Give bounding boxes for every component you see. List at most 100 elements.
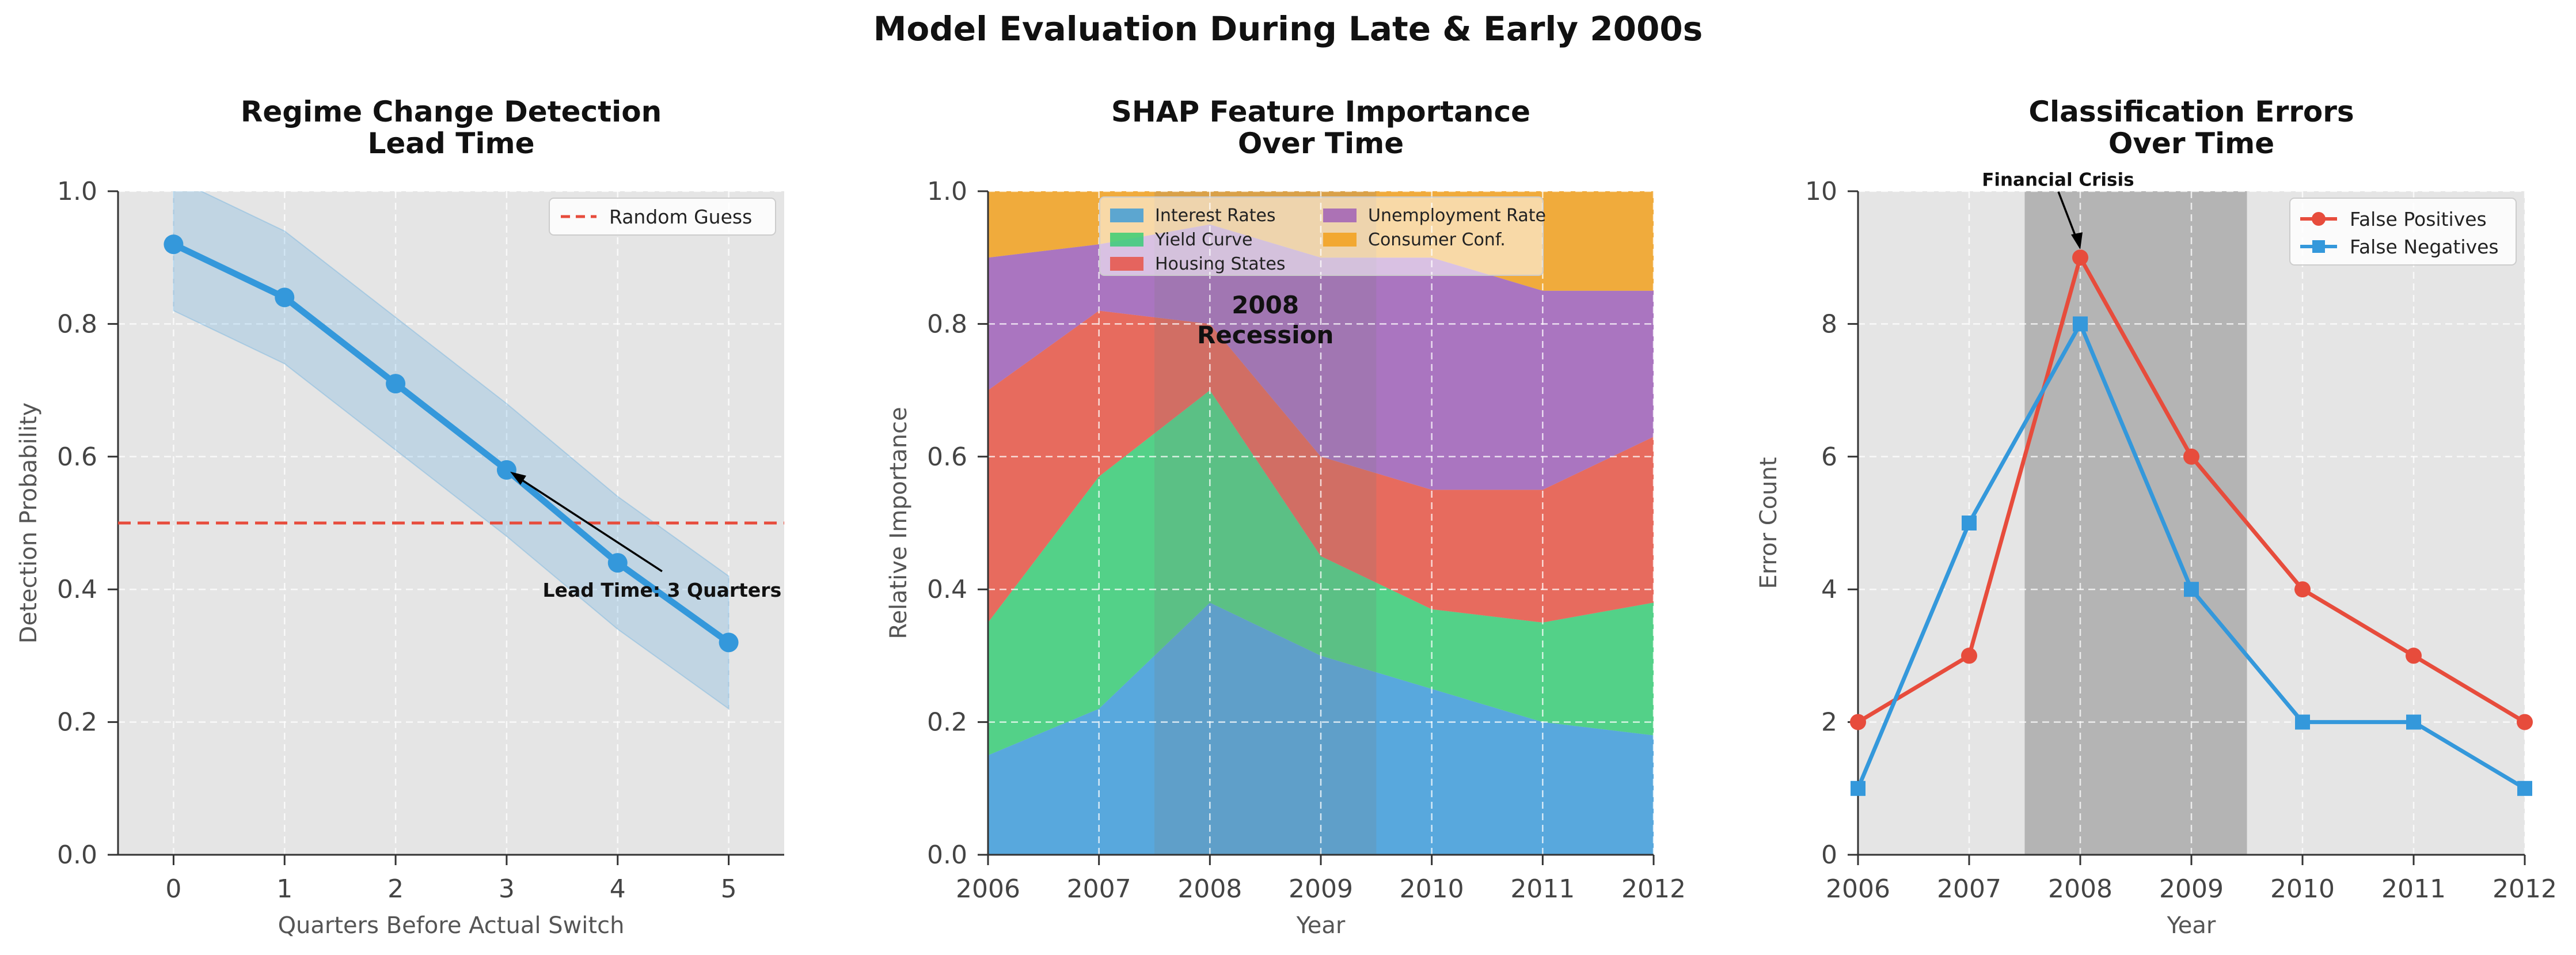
data-point <box>2517 714 2533 730</box>
x-axis-label: Year <box>2167 912 2216 939</box>
x-tick-label: 2006 <box>1826 874 1890 904</box>
x-tick-label: 2007 <box>1067 874 1131 904</box>
crisis-span <box>2024 191 2247 855</box>
x-tick-label: 2012 <box>2493 874 2557 904</box>
legend <box>2289 198 2517 266</box>
x-tick-label: 2009 <box>1289 874 1353 904</box>
x-axis-label: Quarters Before Actual Switch <box>278 912 625 939</box>
y-tick-label: 0.8 <box>57 309 97 339</box>
data-point <box>2295 714 2310 730</box>
legend-label: Yield Curve <box>1154 230 1252 250</box>
y-tick-label: 0.0 <box>927 840 967 870</box>
x-tick-label: 2012 <box>1621 874 1686 904</box>
panel-title-line: Regime Change Detection <box>241 95 662 128</box>
annotation-arrowhead <box>510 471 526 485</box>
x-tick-label: 2006 <box>956 874 1020 904</box>
y-tick-label: 0.6 <box>927 442 967 472</box>
y-axis-label: Error Count <box>1756 457 1782 589</box>
data-point <box>2517 780 2532 796</box>
area-series <box>988 310 1654 623</box>
data-point <box>719 632 739 653</box>
x-tick-label: 4 <box>610 874 626 904</box>
legend <box>549 198 776 236</box>
data-point <box>1851 780 1865 796</box>
figure-title: Model Evaluation During Late & Early 200… <box>873 9 1703 48</box>
data-point <box>386 374 406 394</box>
financial-crisis-annotation: Financial Crisis <box>1982 170 2134 191</box>
y-axis-label: Detection Probability <box>16 403 42 643</box>
y-tick-label: 0.6 <box>57 442 97 472</box>
y-tick-label: 8 <box>1821 309 1837 339</box>
legend <box>1099 196 1544 276</box>
recession-label: 2008 <box>1232 291 1299 319</box>
panel-title-line: Classification Errors <box>2028 95 2354 128</box>
x-tick-label: 1 <box>276 874 292 904</box>
legend-label: False Positives <box>2350 208 2487 230</box>
y-tick-label: 0.4 <box>927 575 967 604</box>
y-tick-label: 0.2 <box>927 708 967 737</box>
x-tick-label: 2008 <box>1177 874 1242 904</box>
legend-label: Housing States <box>1155 254 1286 274</box>
data-point <box>2072 249 2088 266</box>
x-tick-label: 2 <box>387 874 404 904</box>
legend-label: Interest Rates <box>1155 206 1276 226</box>
panel-title-line: Over Time <box>1238 127 1404 160</box>
legend-label: Consumer Conf. <box>1368 230 1506 250</box>
y-tick-label: 0 <box>1821 840 1837 870</box>
data-point <box>1850 714 1866 730</box>
legend-swatch <box>1110 209 1143 222</box>
legend-label: Unemployment Rate <box>1368 206 1546 226</box>
data-point <box>275 287 295 308</box>
y-tick-label: 1.0 <box>927 177 967 206</box>
y-tick-label: 0.2 <box>57 708 97 737</box>
area-series <box>988 602 1654 855</box>
y-tick-label: 0.4 <box>57 575 97 604</box>
x-tick-label: 2007 <box>1937 874 2001 904</box>
data-point <box>2406 647 2422 664</box>
panel-title-line: Lead Time <box>368 127 535 160</box>
legend-label: Random Guess <box>609 206 752 228</box>
data-point <box>164 234 184 255</box>
x-tick-label: 2010 <box>2270 874 2335 904</box>
y-axis-label: Relative Importance <box>886 407 912 639</box>
legend-marker <box>2312 240 2325 253</box>
x-tick-label: 2011 <box>1510 874 1575 904</box>
lead-time-annotation: Lead Time: 3 Quarters <box>543 579 782 601</box>
legend-swatch <box>1323 233 1357 247</box>
annotation-arrowhead <box>2071 232 2083 250</box>
y-tick-label: 0.0 <box>57 840 97 870</box>
data-point <box>607 553 628 573</box>
panel-title-line: SHAP Feature Importance <box>1111 95 1530 128</box>
data-point <box>496 460 516 480</box>
x-tick-label: 5 <box>721 874 737 904</box>
x-tick-label: 2010 <box>1400 874 1464 904</box>
legend-swatch <box>1323 209 1357 222</box>
data-point <box>1962 516 1977 530</box>
x-tick-label: 2011 <box>2381 874 2446 904</box>
y-tick-label: 4 <box>1821 575 1837 604</box>
x-tick-label: 2009 <box>2159 874 2224 904</box>
legend-marker <box>2312 212 2326 226</box>
recession-label: Recession <box>1197 321 1333 349</box>
legend-swatch <box>1110 233 1143 247</box>
data-point <box>2183 448 2199 465</box>
x-axis-label: Year <box>1296 912 1346 939</box>
recession-span <box>1154 191 1377 855</box>
detection-line <box>172 241 731 645</box>
y-tick-label: 6 <box>1821 442 1837 472</box>
y-tick-label: 1.0 <box>57 177 97 206</box>
y-tick-label: 0.8 <box>927 309 967 339</box>
data-point <box>2406 714 2421 730</box>
x-tick-label: 0 <box>165 874 181 904</box>
legend-label: False Negatives <box>2350 236 2499 258</box>
data-point <box>1961 647 1977 664</box>
y-tick-label: 2 <box>1821 708 1837 737</box>
legend-swatch <box>1110 257 1143 271</box>
annotation-arrow <box>512 473 663 573</box>
data-point <box>2184 582 2199 597</box>
